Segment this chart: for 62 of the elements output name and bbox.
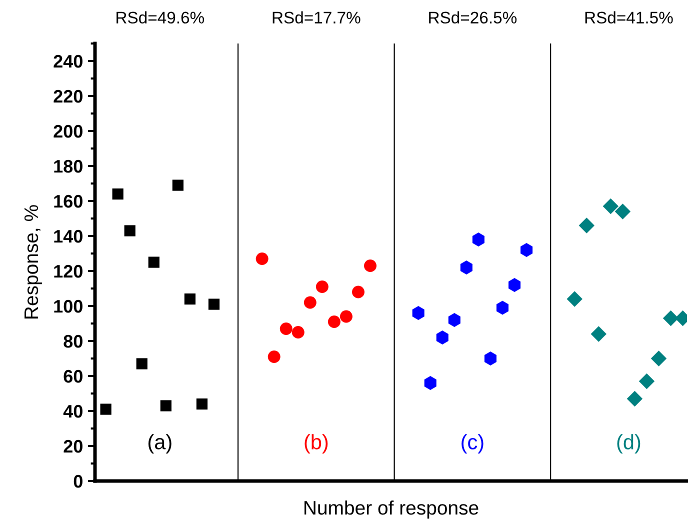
- point: [100, 404, 112, 415]
- point: [496, 300, 509, 315]
- point: [172, 180, 184, 191]
- y-tick-label: 80: [64, 334, 82, 348]
- point: [412, 306, 424, 320]
- point: [484, 352, 496, 366]
- y-tick-label: 160: [54, 194, 82, 208]
- y-axis-title: Response, %: [24, 205, 42, 318]
- y-tick-label: 140: [54, 230, 82, 243]
- point: [112, 188, 124, 200]
- point: [160, 400, 172, 412]
- point: [662, 310, 679, 326]
- text: RSd=41.5%: [585, 11, 673, 24]
- point: [472, 232, 484, 246]
- point: [124, 225, 136, 236]
- y-tick-label: 200: [54, 124, 82, 138]
- point: [626, 390, 643, 407]
- annotation: (c): [462, 434, 484, 454]
- point: [292, 326, 304, 338]
- point: [328, 316, 340, 328]
- y-tick-label: 240: [54, 54, 82, 68]
- point: [364, 260, 377, 272]
- point: [638, 373, 655, 390]
- x-axis-title: Number of response: [304, 500, 478, 519]
- text: RSd=26.5%: [429, 11, 517, 24]
- point: [590, 326, 607, 342]
- point: [566, 291, 582, 307]
- y-tick-label: 120: [54, 264, 82, 278]
- point: [436, 330, 448, 344]
- y-tick-label: 20: [64, 440, 82, 453]
- annotation: (d): [617, 434, 640, 454]
- annotation: (b): [304, 434, 328, 454]
- y-tick-label: 220: [54, 90, 82, 103]
- point: [602, 198, 619, 214]
- point: [196, 398, 208, 410]
- y-tick-label: 100: [54, 300, 82, 313]
- point: [508, 278, 521, 292]
- point: [136, 358, 148, 370]
- point: [650, 350, 667, 366]
- text: RSd=49.6%: [116, 11, 204, 24]
- y-tick-label: 60: [64, 370, 82, 383]
- point: [268, 350, 280, 363]
- y-tick-label: 40: [63, 404, 82, 418]
- point: [520, 243, 533, 257]
- point: [148, 256, 160, 268]
- y-tick-label: 180: [54, 160, 82, 173]
- point: [316, 280, 328, 293]
- point: [460, 260, 472, 274]
- point: [578, 218, 594, 234]
- text: RSd=17.7%: [272, 11, 360, 24]
- point: [280, 322, 292, 335]
- point: [424, 376, 436, 390]
- point: [304, 296, 316, 309]
- point: [352, 286, 364, 298]
- point: [208, 298, 220, 310]
- point: [448, 313, 460, 327]
- y-tick-label: 0: [74, 474, 82, 488]
- annotation: (a): [148, 434, 172, 454]
- point: [614, 204, 631, 220]
- point: [184, 293, 196, 305]
- point: [340, 310, 352, 323]
- point: [256, 252, 268, 265]
